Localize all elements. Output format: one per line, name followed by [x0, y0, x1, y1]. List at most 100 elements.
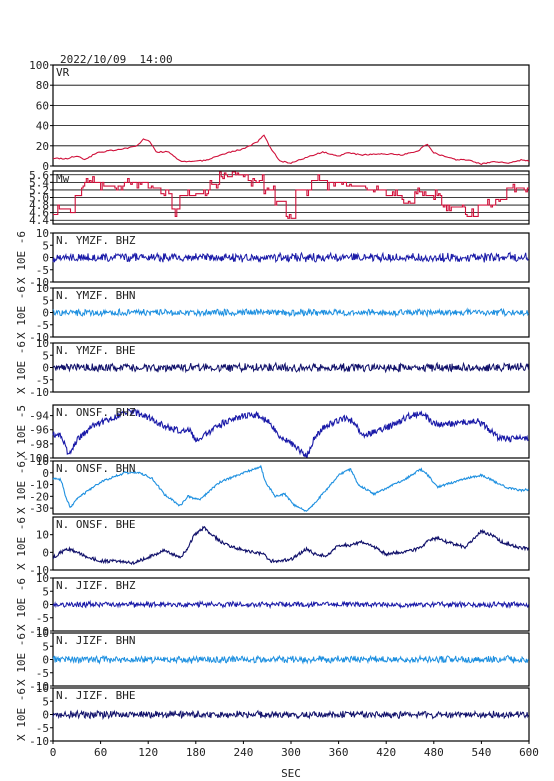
series-line — [52, 525, 530, 566]
x-tick-label: 600 — [519, 746, 539, 759]
series-line — [52, 307, 529, 318]
x-tick-label: 120 — [138, 746, 158, 759]
panel-label: N. YMZF. BHZ — [56, 234, 136, 247]
y-tick-label: -10 — [29, 331, 49, 344]
y-tick-label: -10 — [29, 680, 49, 693]
y-tick-label: 0 — [42, 160, 49, 173]
x-axis-label: SEC — [281, 767, 301, 780]
timestamp: 2022/10/09 14:00 — [60, 53, 173, 66]
y-tick-label: 5 — [42, 585, 49, 598]
y-tick-label: 4.8 — [29, 199, 49, 212]
y-tick-label: 10 — [36, 572, 49, 585]
series-line — [52, 251, 529, 264]
y-tick-label: 10 — [36, 282, 49, 295]
x-tick-label: 420 — [376, 746, 396, 759]
y-axis-label: X 10E -6 — [15, 461, 28, 514]
series-line — [52, 361, 529, 374]
panel-label: N. YMZF. BHE — [56, 344, 135, 357]
x-tick-label: 240 — [233, 746, 253, 759]
y-tick-label: -5 — [36, 374, 49, 387]
series-line — [52, 408, 529, 458]
y-tick-label: -100 — [23, 452, 50, 465]
y-tick-label: 5 — [42, 294, 49, 307]
series-line — [53, 171, 529, 219]
panel-frame — [52, 64, 530, 167]
y-axis-label: X 10E -6 — [15, 633, 28, 686]
panel-label: N. JIZF. BHZ — [56, 579, 136, 592]
y-tick-label: 20 — [36, 140, 49, 153]
y-tick-label: -10 — [29, 276, 49, 289]
y-tick-label: -98 — [29, 438, 49, 451]
y-tick-label: 40 — [36, 120, 49, 133]
y-tick-label: 4.6 — [29, 207, 49, 220]
y-tick-label: 5 — [42, 695, 49, 708]
series-line — [52, 134, 530, 166]
y-tick-label: 0 — [42, 307, 49, 320]
y-tick-label: 5 — [42, 640, 49, 653]
y-tick-label: -10 — [29, 625, 49, 638]
panel-frame — [52, 404, 530, 459]
y-tick-label: -20 — [29, 490, 49, 503]
y-axis-label: X 10E -6 — [15, 688, 28, 741]
y-axis-label: X 10E -6 — [15, 286, 28, 339]
y-tick-label: -10 — [29, 735, 49, 748]
y-tick-label: 0 — [42, 654, 49, 667]
x-tick-label: 300 — [281, 746, 301, 759]
y-tick-label: 80 — [36, 79, 49, 92]
y-tick-label: 10 — [36, 529, 49, 542]
y-tick-label: 5.6 — [29, 169, 49, 182]
y-tick-label: 0 — [42, 546, 49, 559]
series-line — [52, 709, 529, 721]
panel-frame — [52, 460, 530, 515]
panel-label: N. ONSF. BHE — [56, 518, 135, 531]
y-tick-label: 4.4 — [29, 214, 49, 227]
y-tick-label: 5.0 — [29, 192, 49, 205]
series-line — [52, 654, 529, 665]
y-tick-label: 5 — [42, 239, 49, 252]
y-axis-label: X 10E -6 — [15, 517, 28, 570]
y-tick-label: -30 — [29, 502, 49, 515]
panel-label: N. YMZF. BHN — [56, 289, 135, 302]
panel-label: N. ONSF. BHN — [56, 462, 135, 475]
y-axis-label: X 10E -6 — [15, 578, 28, 631]
y-tick-label: 5.2 — [29, 184, 49, 197]
x-tick-label: 180 — [186, 746, 206, 759]
panel-label: N. ONSF. BHZ — [56, 406, 136, 419]
y-tick-label: -5 — [36, 319, 49, 332]
panel-7: 10 0 -10X 10E -6 N. ONSF. BHE — [15, 516, 530, 577]
y-tick-label: -5 — [36, 667, 49, 680]
y-axis-label: X 10E -6 — [15, 231, 28, 284]
panel-label: N. JIZF. BHE — [56, 689, 135, 702]
series-line — [52, 599, 529, 610]
panel-frame — [52, 516, 530, 571]
y-tick-label: -10 — [29, 479, 49, 492]
y-axis-label: X 10E -5 — [15, 405, 28, 458]
y-tick-label: 5.4 — [29, 176, 49, 189]
y-tick-label: 0 — [42, 709, 49, 722]
panel-label: N. JIZF. BHN — [56, 634, 135, 647]
y-tick-label: 60 — [36, 99, 49, 112]
y-tick-label: -5 — [36, 612, 49, 625]
y-axis-label: X 10E -6 — [15, 341, 28, 394]
y-tick-label: 10 — [36, 455, 49, 468]
y-tick-label: -5 — [36, 264, 49, 277]
y-tick-label: 0 — [42, 252, 49, 265]
panel-1: 5.65.45.25.04.84.64.4 Mw — [29, 169, 530, 227]
series-line — [52, 464, 530, 512]
y-tick-label: 0 — [42, 599, 49, 612]
y-tick-label: 10 — [36, 337, 49, 350]
x-tick-label: 540 — [471, 746, 491, 759]
x-tick-label: 60 — [94, 746, 107, 759]
panel-0: 100 80 60 40 20 0 VR — [29, 59, 530, 173]
y-tick-label: -10 — [29, 386, 49, 399]
y-tick-label: 100 — [29, 59, 49, 72]
x-tick-label: 360 — [329, 746, 349, 759]
y-tick-label: 0 — [42, 362, 49, 375]
y-tick-label: 10 — [36, 682, 49, 695]
y-tick-label: -94 — [29, 410, 49, 423]
